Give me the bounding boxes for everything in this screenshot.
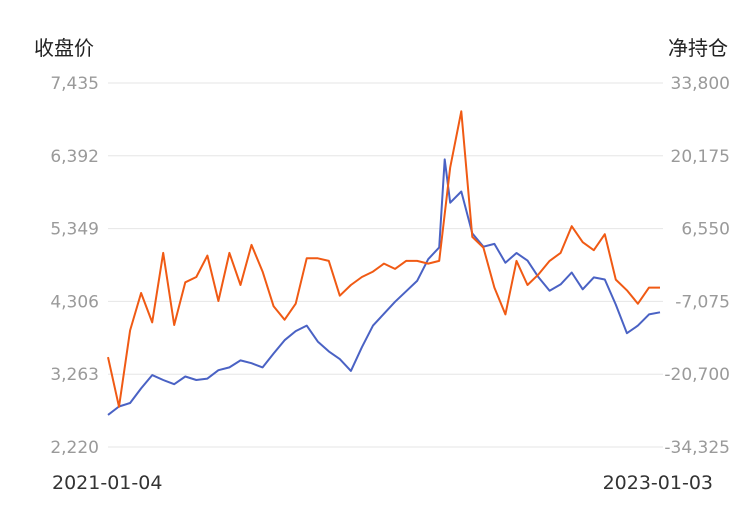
right-tick-label: 33,800 [671,74,730,94]
left-tick-label: 2,220 [50,438,99,458]
right-axis-title: 净持仓 [668,36,728,60]
gridlines [108,82,663,448]
right-axis-ticks: 33,800 20,175 6,550 -7,075 -20,700 -34,325 [664,74,730,458]
left-axis-title: 收盘价 [34,36,94,60]
right-tick-label: -20,700 [664,365,730,385]
left-tick-label: 6,392 [50,147,99,167]
right-tick-label: -34,325 [664,438,730,458]
left-tick-label: 3,263 [50,365,99,385]
right-tick-label: 6,550 [681,220,730,240]
left-tick-label: 7,435 [50,74,99,94]
x-start-label: 2021-01-04 [52,472,162,494]
left-tick-label: 4,306 [50,292,99,312]
left-tick-label: 5,349 [50,220,99,240]
net-position-line [107,110,660,408]
left-axis-ticks: 7,435 6,392 5,349 4,306 3,263 2,220 [50,74,99,458]
close-price-line [107,158,661,416]
right-tick-label: -7,075 [675,292,730,312]
right-tick-label: 20,175 [671,147,730,167]
x-end-label: 2023-01-03 [603,472,713,494]
series-lines [107,110,661,416]
